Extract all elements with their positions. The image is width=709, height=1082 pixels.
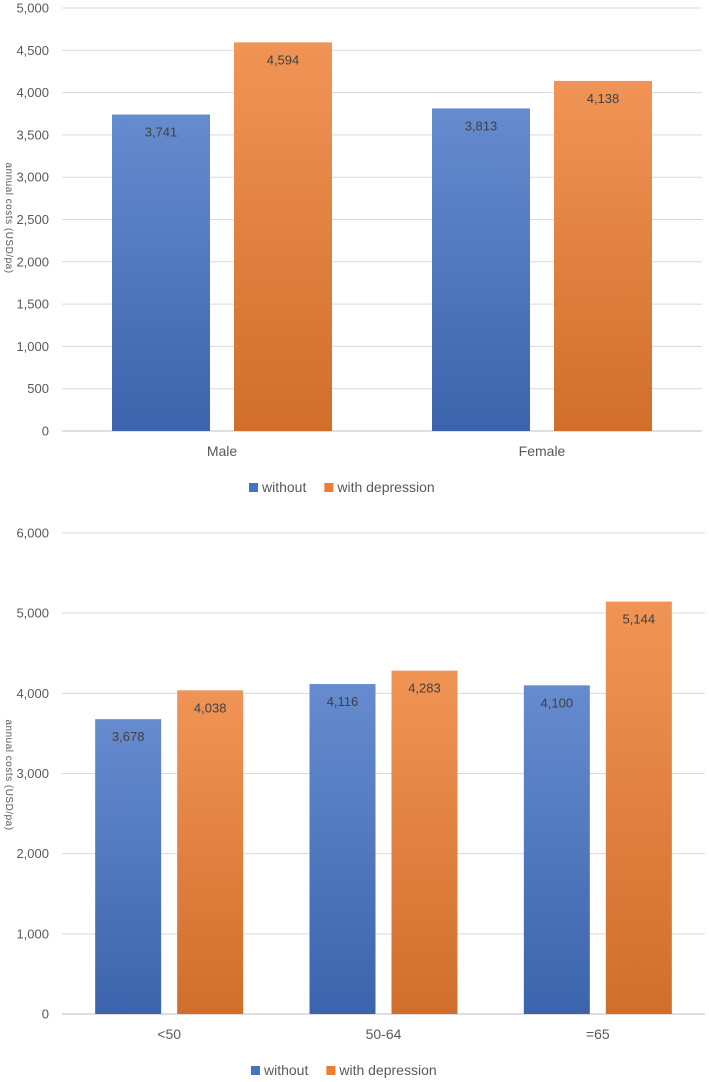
bar-with-depression-<50 <box>177 690 244 1014</box>
y-tick-label: 3,500 <box>16 127 49 142</box>
legend-swatch <box>251 1066 260 1075</box>
data-label: 4,116 <box>327 694 359 709</box>
data-label: 4,283 <box>408 681 441 696</box>
data-label: 4,138 <box>587 91 620 106</box>
bar-without-=65 <box>523 685 590 1014</box>
legend-swatch <box>324 483 334 492</box>
data-label: 4,594 <box>267 52 300 67</box>
bar-without-<50 <box>95 719 162 1014</box>
y-tick-label: 3,000 <box>16 170 49 185</box>
bar-without-Female <box>432 108 530 431</box>
data-label: 3,741 <box>145 125 178 140</box>
data-label: 3,813 <box>465 118 498 133</box>
chart-gender: 0 500 1,000 1,500 2,000 2,500 3,000 3,500 4,000 4… <box>3 1 702 495</box>
category-label: Male <box>207 443 238 459</box>
chart-age: 0 1,000 2,000 3,000 4,000 5,000 6,000 annual co… <box>3 526 705 1078</box>
y-tick-label: 0 <box>42 424 49 439</box>
legend-swatch <box>249 483 258 492</box>
y-tick-label: 1,000 <box>16 926 49 941</box>
y-tick-label: 3,000 <box>16 766 49 781</box>
y-tick-label: 500 <box>27 381 49 396</box>
y-tick-label: 5,000 <box>16 1 49 16</box>
y-tick-label: 6,000 <box>16 526 49 541</box>
bar-without-50-64 <box>309 684 376 1014</box>
bar-with-depression-=65 <box>605 601 672 1014</box>
data-label: 5,144 <box>623 612 656 627</box>
data-label: 4,100 <box>541 695 574 710</box>
y-tick-label: 2,000 <box>16 254 49 269</box>
legend-label: without <box>263 1062 308 1078</box>
legend-swatch <box>326 1066 336 1075</box>
y-tick-label: 1,500 <box>16 297 49 312</box>
y-tick-label: 1,000 <box>16 339 49 354</box>
category-label: =65 <box>586 1026 610 1042</box>
bar-without-Male <box>112 114 210 431</box>
y-axis-label: annual costs (USD/pa) <box>3 162 14 273</box>
legend-label: with depression <box>336 479 434 495</box>
category-label: 50-64 <box>366 1026 402 1042</box>
y-axis-label: annual costs (USD/pa) <box>3 719 14 830</box>
data-label: 4,038 <box>194 700 227 715</box>
y-tick-label: 2,000 <box>16 846 49 861</box>
y-tick-label: 5,000 <box>16 606 49 621</box>
legend-label: with depression <box>338 1062 436 1078</box>
y-tick-label: 4,000 <box>16 85 49 100</box>
y-tick-label: 4,500 <box>16 43 49 58</box>
y-tick-label: 2,500 <box>16 212 49 227</box>
bar-with-depression-50-64 <box>391 670 458 1014</box>
data-label: 3,678 <box>112 729 145 744</box>
category-label: Female <box>519 443 566 459</box>
category-label: <50 <box>157 1026 181 1042</box>
bar-with-depression-Male <box>234 42 332 432</box>
legend-label: without <box>261 479 306 495</box>
y-tick-label: 0 <box>42 1007 49 1022</box>
y-tick-label: 4,000 <box>16 686 49 701</box>
bar-with-depression-Female <box>554 80 652 431</box>
